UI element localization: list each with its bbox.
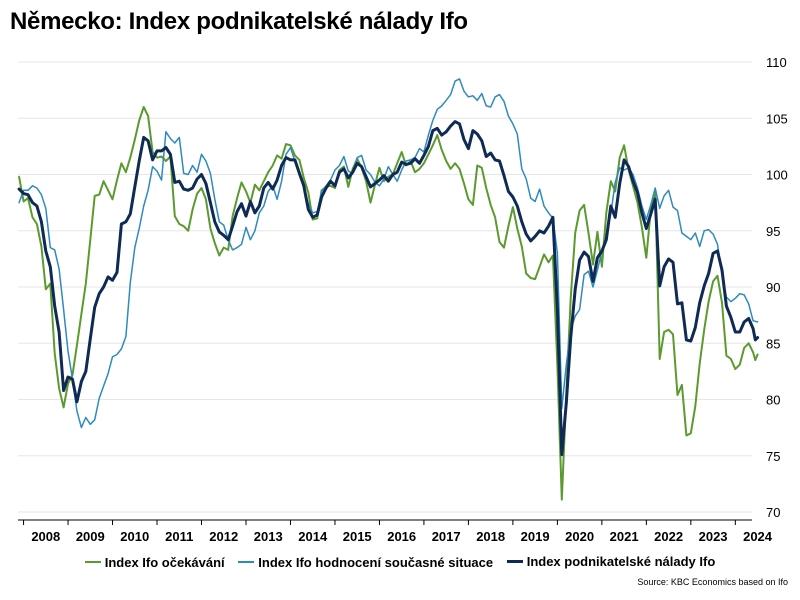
legend-swatch-current-situation xyxy=(238,561,255,563)
x-tick-label-2013: 2013 xyxy=(254,529,283,544)
y-tick-label-75: 75 xyxy=(766,449,780,464)
x-tick-label-2010: 2010 xyxy=(120,529,149,544)
x-tick-label-2017: 2017 xyxy=(432,529,461,544)
legend-item-business-climate: Index podnikatelské nálady Ifo xyxy=(506,554,716,569)
y-tick-label-80: 80 xyxy=(766,393,780,408)
x-tick-label-2018: 2018 xyxy=(476,529,505,544)
gridlines xyxy=(18,61,752,513)
legend-label-expectations: Index Ifo očekávání xyxy=(104,554,225,570)
legend-swatch-business-climate xyxy=(506,560,523,563)
x-tick-label-2020: 2020 xyxy=(565,529,594,544)
x-tick-label-2015: 2015 xyxy=(343,529,372,544)
x-tick-label-2019: 2019 xyxy=(521,529,550,544)
legend-label-business-climate: Index podnikatelské nálady Ifo xyxy=(526,554,716,569)
x-tick-label-2012: 2012 xyxy=(209,529,238,544)
series-current-situation-line xyxy=(18,78,759,429)
x-tick-label-2016: 2016 xyxy=(387,529,416,544)
x-axis: 2008 2009 2010 2011 2012 2013 2014 2015 2016 2017… xyxy=(18,519,773,544)
y-tick-label-70: 70 xyxy=(766,505,780,520)
series-layer xyxy=(17,78,760,501)
y-tick-label-110: 110 xyxy=(766,55,787,70)
chart-title: Německo: Index podnikatelské nálady Ifo xyxy=(10,8,468,35)
y-tick-label-95: 95 xyxy=(766,224,780,239)
x-tick-label-2022: 2022 xyxy=(654,529,683,544)
x-tick-label-2009: 2009 xyxy=(76,529,105,544)
y-tick-label-105: 105 xyxy=(766,111,788,126)
source-note: Source: KBC Economics based on Ifo xyxy=(637,577,788,587)
legend-swatch-expectations xyxy=(84,561,101,563)
x-tick-label-2021: 2021 xyxy=(610,529,639,544)
y-axis-ticks: 70 75 80 85 90 95 100 105 110 xyxy=(766,55,788,520)
y-tick-label-85: 85 xyxy=(766,336,780,351)
x-tick-label-2008: 2008 xyxy=(31,529,60,544)
y-tick-label-100: 100 xyxy=(766,168,788,183)
x-tick-label-2011: 2011 xyxy=(165,529,193,544)
legend-label-current-situation: Index Ifo hodnocení současné situace xyxy=(258,554,494,570)
x-tick-label-2024: 2024 xyxy=(743,529,773,544)
legend-item-expectations: Index Ifo očekávání xyxy=(84,554,225,570)
legend-item-current-situation: Index Ifo hodnocení současné situace xyxy=(238,555,493,570)
legend: Index Ifo očekávání Index Ifo hodnocení … xyxy=(0,551,800,570)
x-tick-label-2023: 2023 xyxy=(699,529,728,544)
x-tick-label-2014: 2014 xyxy=(298,529,328,544)
series-business-climate-line xyxy=(17,120,760,457)
y-tick-label-90: 90 xyxy=(766,280,780,295)
